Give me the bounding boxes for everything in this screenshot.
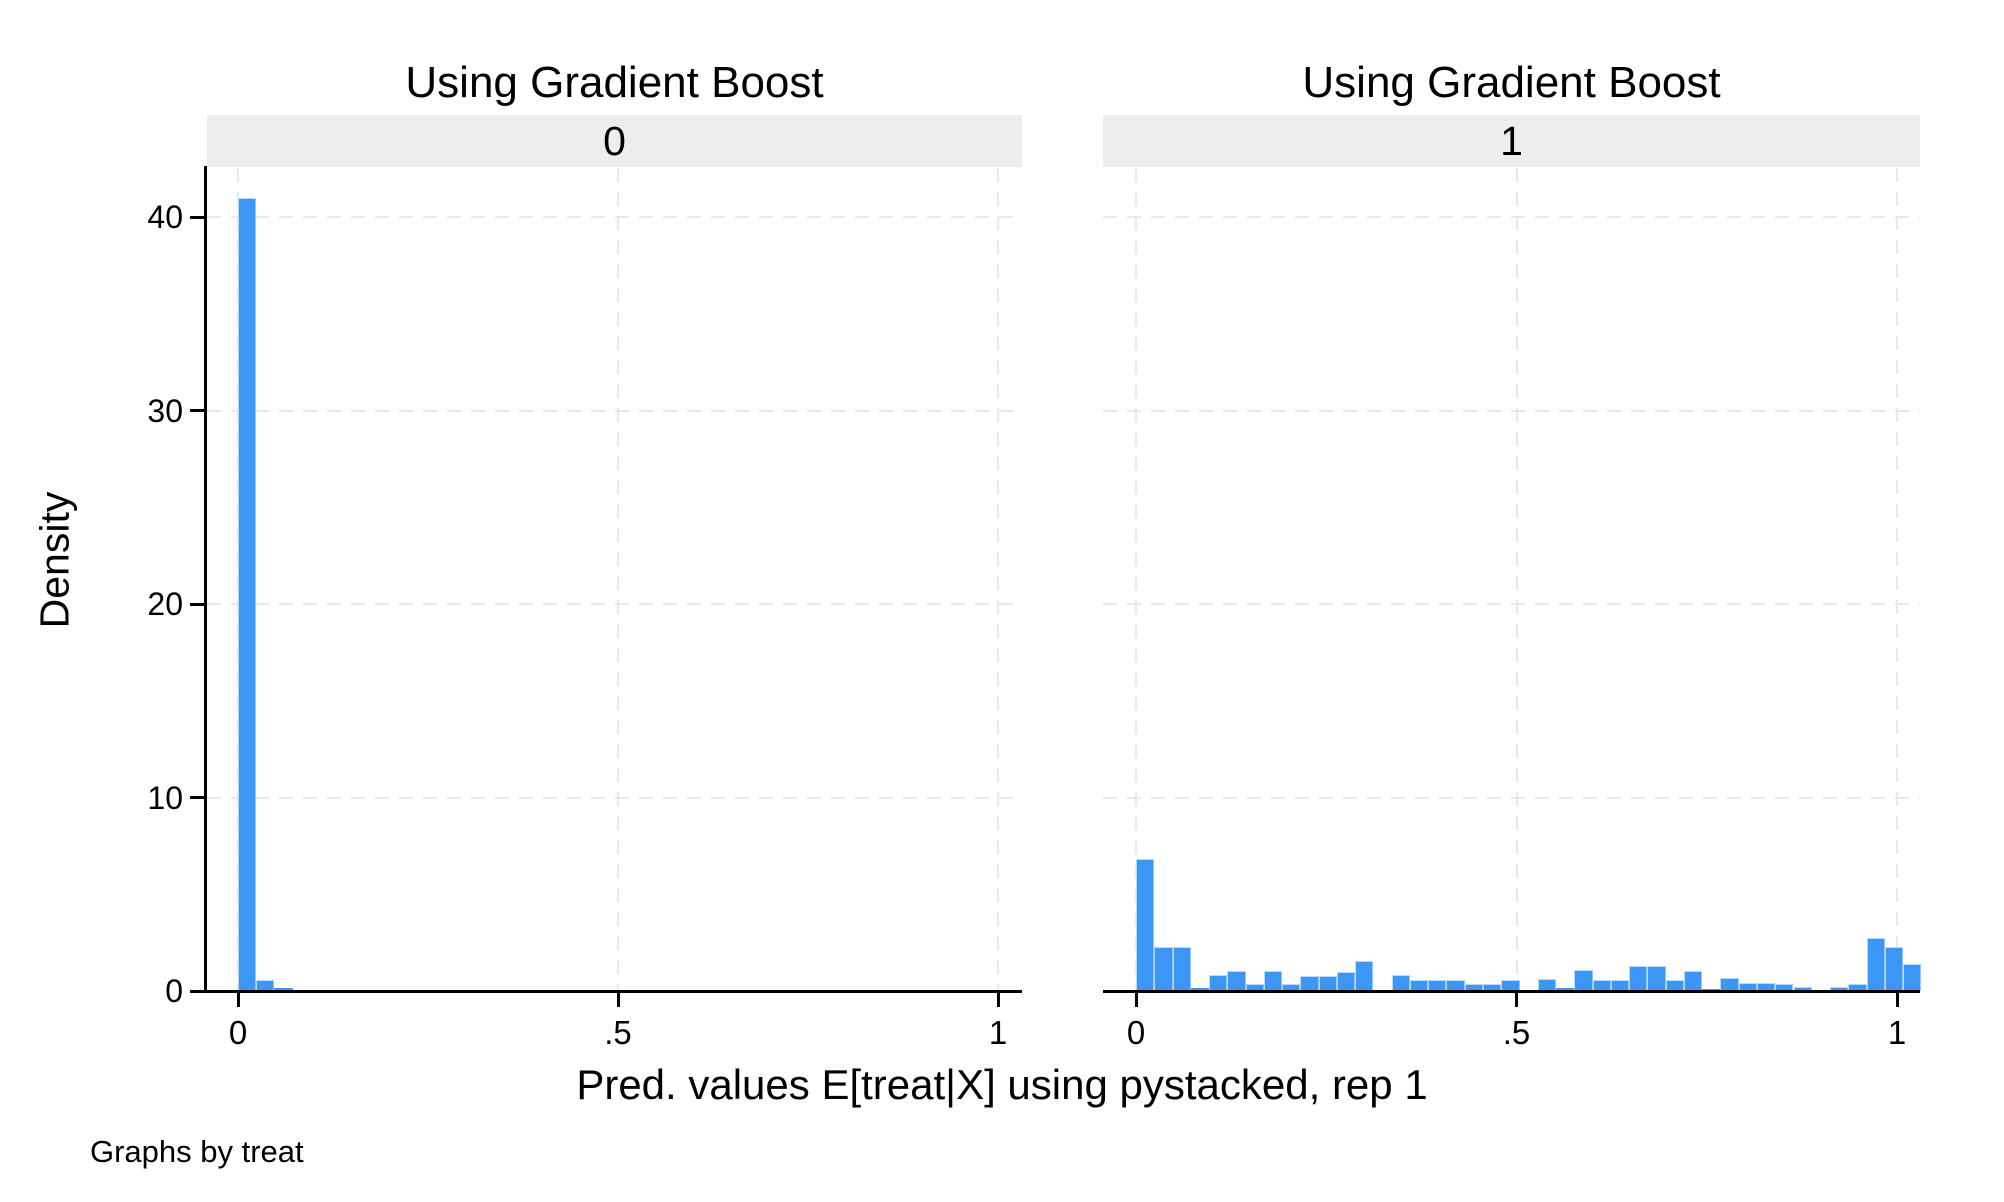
histogram-bar [1464, 983, 1483, 991]
y-tick-mark [190, 989, 205, 993]
grid-line-vertical [1515, 168, 1518, 991]
histogram-bar [1610, 979, 1630, 991]
x-axis-title: Pred. values E[treat|X] using pystacked,… [576, 1061, 1428, 1108]
facet-strip-0: 0 [207, 115, 1022, 167]
histogram-bar [1756, 982, 1776, 991]
histogram-bar [1830, 986, 1849, 991]
histogram-panel-1 [1103, 168, 1922, 991]
histogram-bar [1592, 979, 1611, 991]
histogram-bar [1483, 983, 1502, 991]
y-tick-label: 30 [147, 392, 183, 429]
x-tick-mark [236, 991, 240, 1007]
histogram-bar [1409, 979, 1429, 991]
y-tick-mark [190, 215, 205, 219]
x-tick-label: 1 [988, 1014, 1008, 1051]
histogram-bar [1355, 961, 1374, 991]
y-axis-line [204, 166, 207, 993]
grid-line-horizontal [207, 796, 1022, 799]
y-tick-label: 20 [147, 586, 183, 622]
y-tick-label: 40 [147, 199, 183, 235]
histogram-bar [1300, 975, 1319, 991]
y-tick-label: 10 [147, 779, 183, 816]
histogram-bar [1793, 986, 1812, 991]
histogram-bar [1848, 984, 1867, 991]
facet-strip-label-1: 1 [1500, 117, 1523, 164]
histogram-bar [256, 980, 275, 991]
panel-title-1: Using Gradient Boost [1302, 58, 1721, 107]
histogram-bar [1884, 946, 1904, 991]
x-tick-label: 1 [1887, 1014, 1907, 1051]
x-tick-label: .5 [1502, 1014, 1531, 1051]
histogram-bar [238, 197, 257, 991]
histogram-bar [1866, 937, 1885, 991]
grid-line-vertical [1896, 168, 1898, 991]
histogram-bar [1263, 970, 1283, 991]
histogram-bar [1227, 970, 1246, 991]
x-tick-mark [1134, 991, 1138, 1007]
x-tick-mark [1515, 991, 1518, 1007]
histogram-bar [1556, 988, 1575, 991]
y-tick-mark [190, 796, 205, 799]
histogram-bar [1428, 979, 1447, 991]
grid-line-vertical [997, 168, 999, 991]
histogram-bar [1683, 970, 1703, 991]
histogram-bar [1154, 947, 1173, 991]
histogram-bar [1537, 979, 1557, 991]
histogram-bar [1318, 975, 1337, 991]
grid-line-horizontal [1103, 409, 1920, 412]
grid-line-horizontal [207, 216, 1022, 218]
histogram-bar [1665, 979, 1684, 991]
histogram-bar [1903, 964, 1922, 991]
x-tick-mark [616, 991, 620, 1007]
x-axis-line-panel-0 [204, 990, 1022, 993]
grid-line-vertical [617, 168, 619, 991]
histogram-bar [1172, 947, 1191, 991]
histogram-bar [274, 987, 293, 991]
y-tick-mark [190, 409, 205, 412]
y-tick-mark [190, 602, 205, 606]
grid-line-horizontal [207, 603, 1022, 605]
histogram-bar [1446, 979, 1465, 991]
grid-line-horizontal [207, 409, 1022, 412]
histogram-bar [1647, 965, 1666, 991]
grid-line-horizontal [1103, 796, 1920, 799]
grid-line-horizontal [1103, 603, 1920, 605]
histogram-panel-0 [207, 168, 1022, 991]
grid-line-vertical [1135, 168, 1137, 991]
histogram-bar [1574, 970, 1593, 991]
x-tick-mark [1895, 991, 1899, 1007]
histogram-bar [1209, 974, 1228, 991]
graphs-by-note: Graphs by treat [90, 1134, 304, 1169]
facet-strip-1: 1 [1103, 115, 1920, 167]
y-tick-label: 0 [165, 973, 183, 1009]
histogram-bar [1775, 984, 1794, 991]
x-axis-line-panel-1 [1103, 990, 1920, 993]
x-tick-label: 0 [1126, 1014, 1146, 1051]
histogram-bar [1391, 974, 1410, 991]
histogram-bar [1336, 971, 1356, 991]
histogram-bar [1738, 982, 1757, 991]
x-tick-label: 0 [228, 1014, 248, 1051]
histogram-bar [1190, 988, 1210, 991]
histogram-bar [1629, 965, 1648, 991]
histogram-bar [1720, 978, 1739, 991]
grid-line-horizontal [1103, 216, 1920, 218]
x-tick-label: .5 [604, 1014, 632, 1051]
histogram-bar [1245, 984, 1264, 991]
histogram-bar [1136, 859, 1155, 991]
panel-title-0: Using Gradient Boost [405, 58, 824, 107]
facet-strip-label-0: 0 [603, 117, 626, 164]
histogram-bar [1282, 984, 1301, 991]
histogram-bar [1501, 979, 1520, 991]
x-tick-mark [996, 991, 1000, 1007]
